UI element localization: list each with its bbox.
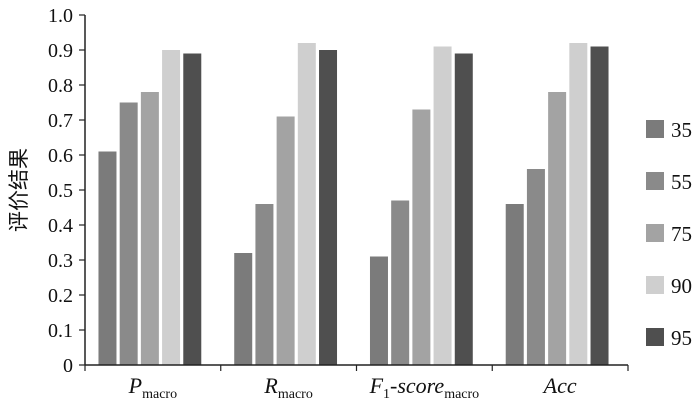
legend: 35 55 75 90 95 bbox=[646, 118, 692, 350]
x-category-label: Acc bbox=[542, 373, 577, 398]
legend-label: 35 bbox=[671, 118, 692, 142]
bar-90-1 bbox=[297, 43, 316, 365]
bar-35-1 bbox=[234, 253, 253, 365]
x-category-label-part: -score bbox=[390, 373, 444, 398]
y-tick-label: 0.9 bbox=[48, 40, 73, 62]
y-tick-label: 0.6 bbox=[48, 145, 73, 167]
x-category-label: F1-scoremacro bbox=[369, 373, 480, 402]
legend-label: 90 bbox=[671, 274, 692, 298]
bar-55-0 bbox=[119, 102, 138, 365]
legend-label: 95 bbox=[671, 326, 692, 350]
y-tick-label: 0.3 bbox=[48, 250, 73, 272]
bar-75-1 bbox=[276, 116, 295, 365]
bar-95-0 bbox=[183, 53, 202, 365]
bar-75-3 bbox=[548, 92, 567, 365]
x-category-label-part: macro bbox=[142, 387, 177, 402]
bar-55-3 bbox=[526, 169, 545, 365]
bar-90-3 bbox=[569, 43, 588, 365]
bar-75-2 bbox=[412, 109, 431, 365]
bar-95-1 bbox=[319, 50, 338, 365]
bar-75-0 bbox=[140, 92, 159, 365]
legend-label: 75 bbox=[671, 222, 692, 246]
x-category-label-part: macro bbox=[444, 387, 479, 402]
x-category-label: Rmacro bbox=[263, 373, 312, 402]
x-category-label-part: F bbox=[369, 373, 384, 398]
x-category-label-part: macro bbox=[278, 387, 313, 402]
x-category-label-part: P bbox=[128, 373, 142, 398]
axes bbox=[84, 15, 629, 371]
bars bbox=[98, 43, 609, 365]
legend-label: 55 bbox=[671, 170, 692, 194]
x-category-label: Pmacro bbox=[128, 373, 177, 402]
y-tick-label: 0.1 bbox=[48, 320, 73, 342]
y-tick-label: 0.5 bbox=[48, 180, 73, 202]
y-axis-label: 评价结果 bbox=[7, 148, 31, 232]
legend-swatch-95 bbox=[646, 328, 664, 346]
legend-swatch-35 bbox=[646, 120, 664, 138]
y-axis-ticks: 0 0.1 0.2 0.3 0.4 0.5 0.6 0.7 0.8 0.9 1.0 bbox=[48, 5, 85, 377]
bar-95-2 bbox=[454, 53, 473, 365]
y-tick-label: 0.2 bbox=[48, 285, 73, 307]
legend-swatch-55 bbox=[646, 172, 664, 190]
bar-35-3 bbox=[505, 204, 524, 365]
bar-55-1 bbox=[255, 204, 274, 365]
y-tick-label: 0.8 bbox=[48, 75, 73, 97]
x-category-label-part: R bbox=[263, 373, 278, 398]
y-tick-label: 0.7 bbox=[48, 110, 73, 132]
y-tick-label: 0 bbox=[63, 355, 73, 377]
bar-95-3 bbox=[590, 46, 609, 365]
y-tick-label: 1.0 bbox=[48, 5, 73, 27]
y-tick-label: 0.4 bbox=[48, 215, 73, 237]
x-category-label-part: 1 bbox=[383, 387, 390, 402]
bar-35-0 bbox=[98, 151, 117, 365]
bar-55-2 bbox=[391, 200, 410, 365]
bar-35-2 bbox=[369, 256, 388, 365]
bar-90-2 bbox=[433, 46, 452, 365]
bar-90-0 bbox=[162, 50, 181, 365]
legend-swatch-75 bbox=[646, 224, 664, 242]
x-category-label-part: Acc bbox=[542, 373, 577, 398]
legend-swatch-90 bbox=[646, 276, 664, 294]
x-axis-labels: Pmacro Rmacro F1-scoremacro Acc bbox=[128, 373, 577, 402]
